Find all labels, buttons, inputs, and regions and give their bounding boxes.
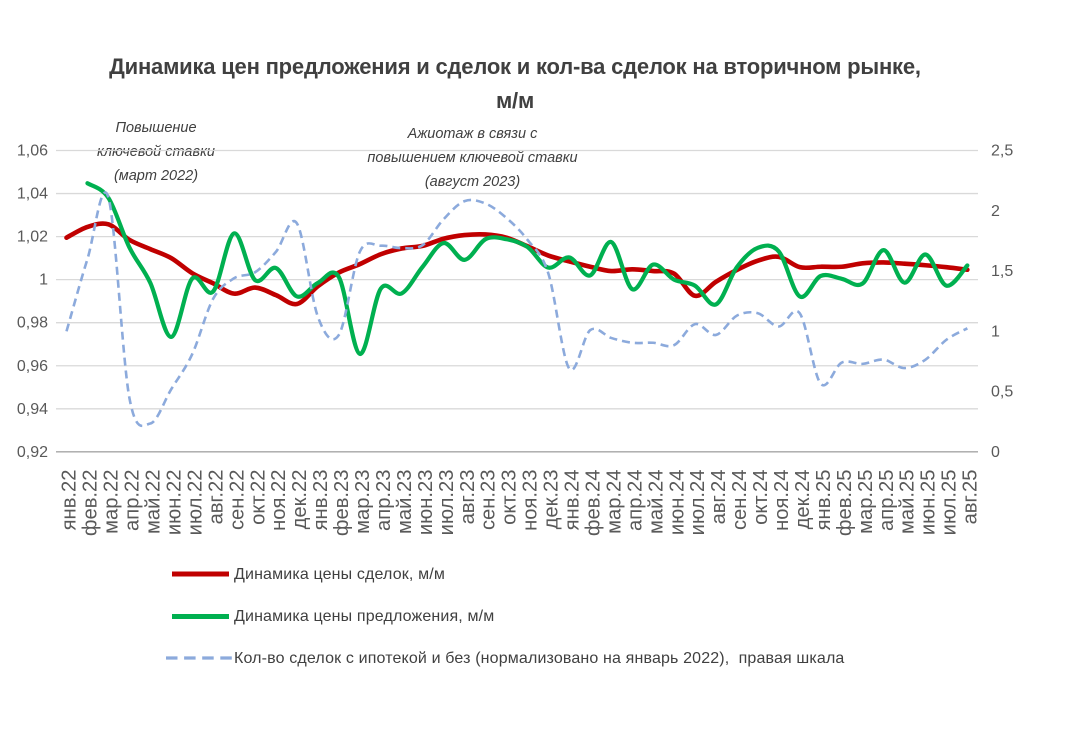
svg-text:июл.23: июл.23 [436, 470, 458, 536]
svg-text:фев.23: фев.23 [331, 470, 353, 537]
svg-text:апр.22: апр.22 [122, 470, 144, 531]
svg-text:мар.23: мар.23 [352, 470, 374, 534]
svg-text:1: 1 [991, 323, 1000, 340]
svg-text:0: 0 [991, 444, 1000, 461]
svg-text:фев.22: фев.22 [80, 470, 102, 537]
svg-text:апр.25: апр.25 [876, 470, 898, 531]
svg-text:июл.25: июл.25 [939, 470, 961, 536]
svg-text:авг.24: авг.24 [708, 470, 730, 525]
svg-text:1,5: 1,5 [991, 263, 1013, 280]
svg-text:сен.22: сен.22 [226, 470, 248, 531]
svg-text:0,92: 0,92 [17, 444, 48, 461]
svg-text:0,98: 0,98 [17, 315, 48, 332]
svg-text:2: 2 [991, 203, 1000, 220]
svg-text:авг.23: авг.23 [457, 470, 479, 525]
svg-text:сен.24: сен.24 [729, 470, 751, 531]
svg-text:май.25: май.25 [897, 470, 919, 534]
svg-text:июн.22: июн.22 [163, 470, 185, 536]
svg-text:окт.24: окт.24 [750, 470, 772, 525]
svg-text:окт.23: окт.23 [499, 470, 521, 525]
svg-text:янв.23: янв.23 [310, 470, 332, 531]
svg-text:1: 1 [39, 272, 48, 289]
svg-text:авг.22: авг.22 [205, 470, 227, 525]
svg-text:1,06: 1,06 [17, 143, 48, 160]
svg-text:0,94: 0,94 [17, 401, 48, 418]
svg-text:дек.23: дек.23 [541, 470, 563, 530]
svg-text:май.23: май.23 [394, 470, 416, 534]
svg-text:июл.22: июл.22 [184, 470, 206, 536]
svg-text:сен.23: сен.23 [478, 470, 500, 531]
svg-text:мар.24: мар.24 [603, 470, 625, 534]
svg-text:дек.24: дек.24 [792, 470, 814, 530]
svg-text:1,02: 1,02 [17, 229, 48, 246]
svg-text:мар.22: мар.22 [101, 470, 123, 534]
svg-text:ноя.24: ноя.24 [771, 470, 793, 531]
svg-text:авг.25: авг.25 [960, 470, 982, 525]
svg-text:апр.24: апр.24 [624, 470, 646, 531]
svg-text:2,5: 2,5 [991, 143, 1013, 160]
svg-text:окт.22: окт.22 [247, 470, 269, 525]
svg-text:ноя.23: ноя.23 [520, 470, 542, 531]
svg-text:июн.23: июн.23 [415, 470, 437, 536]
svg-text:дек.22: дек.22 [289, 470, 311, 530]
svg-text:апр.23: апр.23 [373, 470, 395, 531]
svg-text:май.24: май.24 [645, 470, 667, 534]
svg-text:июл.24: июл.24 [687, 470, 709, 536]
svg-text:фев.24: фев.24 [582, 470, 604, 537]
svg-text:янв.22: янв.22 [59, 470, 81, 531]
svg-text:янв.24: янв.24 [562, 470, 584, 531]
svg-text:июн.24: июн.24 [666, 470, 688, 536]
svg-text:0,96: 0,96 [17, 358, 48, 375]
svg-text:ноя.22: ноя.22 [268, 470, 290, 531]
svg-text:май.22: май.22 [143, 470, 165, 534]
svg-text:0,5: 0,5 [991, 384, 1013, 401]
svg-text:янв.25: янв.25 [813, 470, 835, 531]
svg-text:1,04: 1,04 [17, 186, 48, 203]
svg-text:фев.25: фев.25 [834, 470, 856, 537]
svg-text:мар.25: мар.25 [855, 470, 877, 534]
svg-text:июн.25: июн.25 [918, 470, 940, 536]
